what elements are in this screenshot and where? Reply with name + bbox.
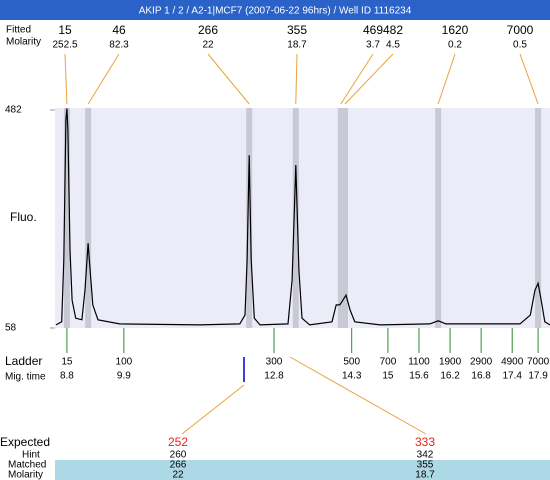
ladder-size: 500 bbox=[343, 357, 360, 368]
ladder-time: 14.3 bbox=[342, 371, 362, 382]
ladder-size: 1100 bbox=[408, 357, 430, 368]
ladder-row-label: Mig. time bbox=[5, 372, 46, 383]
peak-connector bbox=[340, 53, 374, 105]
ladder-size: 300 bbox=[266, 357, 283, 368]
peak-size: 482 bbox=[383, 23, 403, 37]
y-tick-label: 58 bbox=[5, 323, 17, 334]
matched: 355 bbox=[417, 460, 434, 471]
peak-size: 1620 bbox=[442, 23, 469, 37]
matched-band bbox=[55, 460, 550, 480]
ladder-time: 17.4 bbox=[502, 371, 522, 382]
ladder-time: 8.8 bbox=[60, 371, 74, 382]
ladder-time: 9.9 bbox=[117, 371, 131, 382]
peak-band bbox=[337, 108, 344, 328]
trace bbox=[55, 108, 550, 326]
molarity: 22 bbox=[172, 470, 184, 480]
matched: 266 bbox=[170, 460, 187, 471]
ladder-size: 2900 bbox=[470, 357, 493, 368]
ladder-size: 1900 bbox=[439, 357, 462, 368]
peak-connector bbox=[207, 53, 250, 105]
peak-connector bbox=[64, 53, 68, 105]
peak-size: 7000 bbox=[507, 23, 534, 37]
peak-molarity: 0.2 bbox=[448, 40, 462, 51]
peak-size: 15 bbox=[58, 23, 72, 37]
peak-molarity: 3.7 bbox=[366, 40, 380, 51]
peak-connector bbox=[519, 53, 539, 105]
plot-area bbox=[55, 108, 550, 328]
title: AKIP 1 / 2 / A2-1|MCF7 (2007-06-22 96hrs… bbox=[139, 6, 412, 17]
molarity: 18.7 bbox=[415, 470, 435, 480]
ladder-time: 15 bbox=[382, 371, 394, 382]
hint: 342 bbox=[417, 450, 434, 461]
ladder-time: 17.9 bbox=[528, 371, 548, 382]
peak-band bbox=[535, 108, 542, 328]
peak-connector bbox=[437, 53, 456, 105]
connector bbox=[181, 384, 245, 435]
y-axis-label: Fluo. bbox=[10, 210, 37, 224]
peak-size: 266 bbox=[198, 23, 218, 37]
expected-label: Expected bbox=[0, 435, 50, 449]
peak-row-label: Molarity bbox=[6, 37, 41, 48]
ladder-time: 16.8 bbox=[471, 371, 491, 382]
peak-molarity: 22 bbox=[202, 40, 214, 51]
peak-connector bbox=[344, 53, 394, 105]
expected-row-label: Molarity bbox=[8, 470, 43, 480]
ladder-time: 15.6 bbox=[409, 371, 429, 382]
peak-size: 355 bbox=[287, 23, 307, 37]
peak-size: 469 bbox=[363, 23, 383, 37]
peak-molarity: 252.5 bbox=[52, 40, 77, 51]
peak-band bbox=[63, 108, 70, 328]
y-tick-label: 482 bbox=[5, 105, 22, 116]
expected-size: 333 bbox=[415, 435, 435, 449]
peak-band bbox=[85, 108, 92, 328]
title-bar bbox=[0, 0, 550, 20]
ladder-size: 700 bbox=[380, 357, 397, 368]
peak-band bbox=[435, 108, 442, 328]
ladder-row-label: Ladder bbox=[5, 354, 42, 368]
expected-row-label: Matched bbox=[8, 460, 46, 471]
peak-band bbox=[341, 108, 348, 328]
ladder-time: 16.2 bbox=[440, 371, 460, 382]
connector bbox=[289, 356, 427, 435]
ladder-size: 4900 bbox=[501, 357, 524, 368]
peak-molarity: 0.5 bbox=[513, 40, 527, 51]
peak-connector bbox=[87, 53, 120, 105]
expected-size: 252 bbox=[168, 435, 188, 449]
peak-size: 46 bbox=[112, 23, 126, 37]
ladder-size: 15 bbox=[61, 357, 73, 368]
peak-band bbox=[292, 108, 299, 328]
expected-row-label: Hint bbox=[22, 450, 40, 461]
peak-molarity: 18.7 bbox=[287, 40, 307, 51]
ladder-time: 12.8 bbox=[264, 371, 284, 382]
ladder-size: 7000 bbox=[527, 357, 550, 368]
hint: 260 bbox=[170, 450, 187, 461]
ladder-size: 100 bbox=[116, 357, 133, 368]
peak-band bbox=[246, 108, 253, 328]
peak-connector bbox=[295, 53, 298, 105]
peak-molarity: 4.5 bbox=[386, 40, 400, 51]
peak-molarity: 82.3 bbox=[109, 40, 129, 51]
peak-row-label: Fitted bbox=[6, 25, 31, 36]
